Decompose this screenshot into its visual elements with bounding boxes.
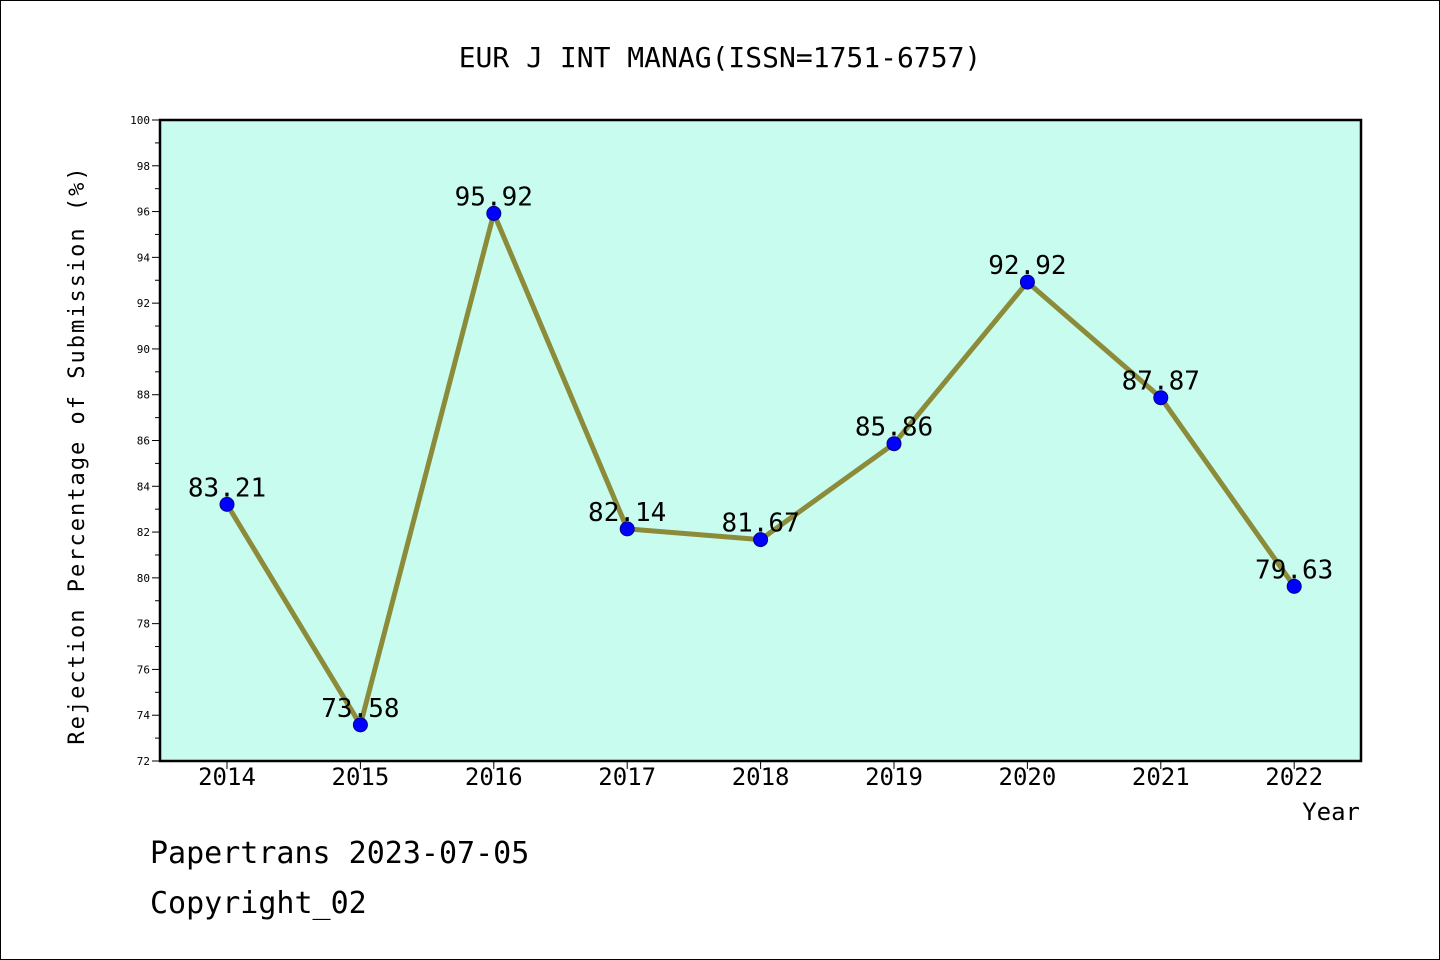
data-point <box>352 717 368 733</box>
data-point <box>219 496 235 512</box>
x-axis-label: Year <box>1302 798 1360 826</box>
x-tick-label: 2022 <box>1265 763 1323 791</box>
data-point <box>886 436 902 452</box>
y-tick-label: 88 <box>137 389 150 402</box>
data-label: 83.21 <box>188 473 266 503</box>
y-tick-label: 72 <box>137 755 150 768</box>
y-tick-label: 76 <box>137 663 150 676</box>
x-tick-label: 2017 <box>598 763 656 791</box>
data-label: 82.14 <box>588 498 666 528</box>
footer-copyright: Copyright_02 <box>150 886 367 921</box>
data-point <box>753 532 769 548</box>
y-tick-label: 82 <box>137 526 150 539</box>
plot-area <box>160 120 1361 761</box>
y-tick-label: 90 <box>137 343 150 356</box>
x-tick-label: 2019 <box>865 763 923 791</box>
plot-border <box>158 118 1363 763</box>
series-group: 83.21 73.58 95.92 82.14 81.67 85.86 92.92 87.87… <box>188 182 1333 733</box>
data-label: 81.67 <box>721 509 799 539</box>
footer-source: Papertrans 2023-07-05 <box>150 836 530 871</box>
y-tick-label: 100 <box>130 114 150 127</box>
y-tick-label: 84 <box>137 480 151 493</box>
y-tick-label: 96 <box>137 206 150 219</box>
x-tick-label: 2016 <box>465 763 523 791</box>
y-tick-label: 78 <box>137 618 150 631</box>
data-point <box>1286 578 1302 594</box>
y-axis-label: Rejection Percentage of Submission (%) <box>65 165 90 744</box>
data-point <box>1019 274 1035 290</box>
x-axis-ticks: 2014 2015 2016 2017 2018 2019 2020 2021 2022 <box>198 761 1323 791</box>
y-tick-label: 92 <box>137 297 150 310</box>
y-axis-ticks: 72 74 76 78 80 82 84 86 88 90 92 94 96 98 100 <box>130 114 160 768</box>
y-tick-label: 74 <box>137 709 151 722</box>
x-tick-label: 2014 <box>198 763 256 791</box>
chart-title: EUR J INT MANAG(ISSN=1751-6757) <box>459 41 982 74</box>
y-tick-label: 94 <box>137 251 151 264</box>
x-tick-label: 2020 <box>999 763 1057 791</box>
y-tick-label: 98 <box>137 160 150 173</box>
x-tick-label: 2021 <box>1132 763 1190 791</box>
x-tick-label: 2015 <box>332 763 390 791</box>
data-label: 87.87 <box>1122 367 1200 397</box>
data-point <box>1153 390 1169 406</box>
x-tick-label: 2018 <box>732 763 790 791</box>
data-label: 85.86 <box>855 413 933 443</box>
data-label: 95.92 <box>455 182 533 212</box>
data-label: 79.63 <box>1255 555 1333 585</box>
data-point <box>619 521 635 537</box>
data-label: 92.92 <box>988 251 1066 281</box>
data-point <box>486 205 502 221</box>
y-tick-label: 86 <box>137 435 150 448</box>
y-tick-label: 80 <box>137 572 150 585</box>
data-label: 73.58 <box>321 694 399 724</box>
